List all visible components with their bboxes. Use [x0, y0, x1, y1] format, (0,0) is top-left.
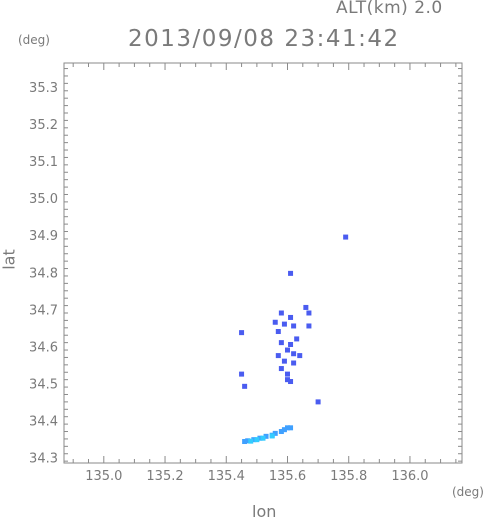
echo-point [288, 425, 294, 431]
y-tick-label: 35.2 [29, 118, 58, 133]
echo-point [343, 234, 349, 240]
y-tick-label: 34.9 [29, 229, 58, 244]
altitude-label: ALT(km) 2.0 [336, 0, 443, 18]
echo-point [242, 383, 248, 389]
echo-point [291, 360, 297, 366]
echo-point [288, 314, 294, 320]
y-tick-label: 34.4 [29, 414, 58, 429]
echo-point [269, 433, 275, 439]
echo-point [294, 336, 300, 342]
echo-point [248, 438, 254, 444]
x-axis-label: lon [252, 502, 277, 521]
echo-point [239, 330, 245, 336]
y-tick-label: 34.8 [29, 266, 58, 281]
echo-point [291, 351, 297, 357]
echo-point [242, 439, 248, 445]
echo-point [260, 435, 266, 441]
echo-point [281, 321, 287, 327]
echo-point [263, 433, 269, 439]
echo-point [281, 358, 287, 364]
echo-point [272, 430, 278, 436]
echo-point [254, 437, 260, 443]
x-tick-label: 135.6 [269, 469, 306, 484]
echo-point [297, 353, 303, 359]
y-unit-label: (deg) [18, 33, 50, 47]
echo-point [284, 371, 290, 377]
axis-ticks: 135.0 135.2 135.4 135.6 135.8 136.0 34.3 34.4 34… [29, 63, 462, 484]
echo-point [284, 377, 290, 383]
echo-point [278, 366, 284, 372]
echo-point [284, 425, 290, 431]
y-tick-label: 34.5 [29, 377, 58, 392]
x-tick-label: 135.0 [85, 469, 122, 484]
y-tick-label: 35.0 [29, 192, 58, 207]
echo-point [284, 347, 290, 353]
echo-point [245, 438, 251, 444]
y-tick-label: 35.1 [29, 155, 58, 170]
plot-frame [63, 62, 463, 464]
x-tick-label: 135.8 [330, 469, 367, 484]
data-points [239, 234, 349, 445]
y-tick-label: 34.6 [29, 340, 58, 355]
echo-point [239, 371, 245, 377]
echo-point [272, 319, 278, 325]
echo-point [303, 304, 309, 310]
x-tick-label: 135.2 [146, 469, 183, 484]
echo-point [288, 270, 294, 276]
x-tick-label: 135.4 [208, 469, 245, 484]
y-tick-label: 34.7 [29, 303, 58, 318]
echo-point [306, 310, 312, 316]
x-unit-label: (deg) [452, 485, 484, 499]
echo-point [306, 323, 312, 329]
echo-point [275, 353, 281, 359]
echo-point [251, 437, 257, 443]
x-tick-label: 136.0 [391, 469, 428, 484]
echo-point [275, 329, 281, 335]
y-tick-label: 35.3 [29, 81, 58, 96]
echo-point [278, 340, 284, 346]
echo-point [288, 341, 294, 347]
echo-point [278, 429, 284, 435]
echo-point [281, 427, 287, 433]
echo-point [257, 435, 263, 441]
timestamp-title: 2013/09/08 23:41:42 [128, 26, 400, 52]
echo-point [315, 399, 321, 405]
echo-point [291, 323, 297, 329]
echo-point [278, 310, 284, 316]
echo-point [288, 379, 294, 385]
y-tick-label: 34.3 [29, 451, 58, 466]
